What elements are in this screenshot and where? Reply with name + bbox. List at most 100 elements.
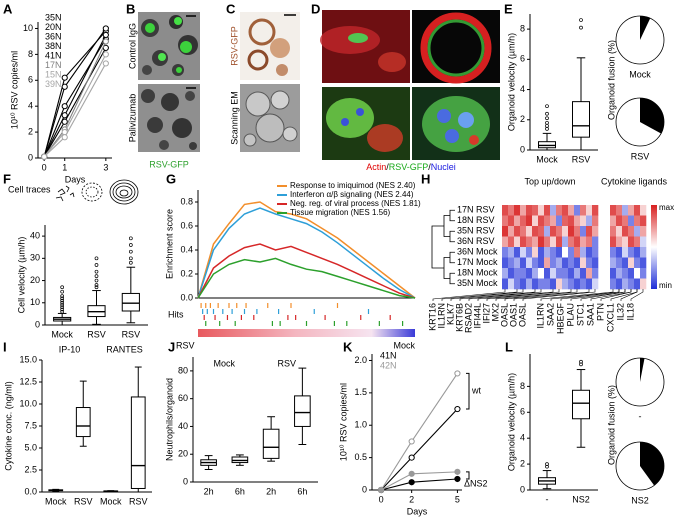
heat-cell	[520, 205, 527, 216]
leader-line	[540, 289, 614, 301]
heat-cell	[592, 226, 599, 237]
y-tick-label: 20	[178, 449, 188, 459]
image-label: Control IgG	[127, 23, 137, 69]
y-tick-label: 2	[520, 114, 525, 124]
outlier	[545, 123, 549, 128]
group-label: RSV	[277, 358, 296, 368]
heat-cell	[532, 257, 539, 269]
data-point	[454, 468, 461, 475]
heat-cell	[502, 278, 509, 290]
pie-label: Mock	[629, 69, 651, 79]
heat-cell	[514, 278, 521, 290]
y-tick-label: 0	[35, 319, 40, 329]
heat-cell	[556, 236, 563, 248]
y-tick-label: 0	[28, 152, 33, 162]
data-point	[102, 51, 109, 58]
heat-cell	[580, 215, 587, 227]
y-tick-label: 2.0	[354, 355, 367, 365]
heat-cell	[508, 247, 515, 258]
row-label: 18N RSV	[457, 215, 495, 225]
heat-cell	[538, 226, 545, 237]
y-tick-label: 10	[30, 297, 40, 307]
gene-label: KLK7	[445, 303, 455, 325]
leader-line	[513, 289, 590, 301]
outlier	[579, 18, 583, 22]
panel-label: B	[126, 1, 135, 16]
heat-cell	[538, 268, 545, 279]
row-label: 17N RSV	[457, 205, 495, 215]
outlier	[60, 285, 65, 290]
pie-wedge	[640, 98, 664, 134]
legend-entry: Interferon α/β signaling (NES 2.44)	[290, 190, 414, 199]
legend-entry: 20N	[45, 22, 62, 32]
leader-line	[486, 289, 560, 301]
heat-cell	[508, 215, 515, 227]
heat-cell	[574, 236, 581, 248]
heat-cell	[502, 205, 509, 216]
y-axis-label: Organoid velocity (µm/h)	[506, 373, 516, 471]
x-tick-label: RSV	[572, 154, 591, 164]
heat-cell	[550, 247, 557, 258]
colorbar	[651, 205, 657, 289]
heat-cell	[508, 268, 515, 279]
y-tick-label: 10.0	[19, 398, 37, 408]
y-tick-label: 30	[30, 253, 40, 263]
rank-label: RSV	[176, 340, 195, 350]
y-tick-label: 6	[520, 54, 525, 64]
y-tick-label: 0.6	[180, 220, 193, 230]
data-point	[61, 112, 68, 119]
outlier	[94, 263, 99, 267]
heat-cell	[520, 268, 527, 279]
heat-cell	[622, 268, 629, 279]
outlier	[579, 362, 583, 367]
gene-label: OAS1	[508, 303, 518, 327]
panel-label: H	[421, 171, 430, 186]
heat-cell	[592, 257, 599, 269]
heat-cell	[550, 205, 557, 216]
gene-label: HBEGF	[555, 303, 565, 335]
x-tick-label: 2h	[266, 486, 276, 496]
leader-line	[441, 289, 518, 301]
heat-cell	[628, 257, 635, 269]
heat-cell	[526, 278, 533, 290]
heat-cell	[586, 215, 593, 227]
heat-cell	[538, 205, 545, 216]
heat-cell	[628, 205, 635, 216]
heat-cell	[520, 257, 527, 269]
heat-cell	[526, 236, 533, 248]
panel-d-images: Actin/RSV-GFP/Nuclei	[320, 10, 500, 172]
x-tick-label: 6h	[235, 486, 245, 496]
heat-cell	[616, 205, 623, 216]
heat-cell	[514, 226, 521, 237]
outlier	[128, 256, 133, 261]
heat-cell	[622, 226, 629, 237]
x-tick-label: -	[546, 494, 549, 504]
x-tick-label: 2h	[204, 486, 214, 496]
heat-cell	[634, 236, 641, 248]
gene-label: SAA1	[585, 303, 595, 326]
heat-cell	[634, 215, 641, 227]
heat-cell	[610, 247, 617, 258]
row-label: 35N RSV	[457, 226, 495, 236]
heat-cell	[562, 278, 569, 290]
data-point	[454, 405, 461, 413]
heat-cell	[550, 215, 557, 227]
gene-label: MX2	[490, 303, 500, 322]
heat-cell	[556, 257, 563, 269]
heat-cell	[520, 278, 527, 290]
heat-cell	[556, 205, 563, 216]
heat-cell	[640, 236, 647, 248]
heat-cell	[616, 278, 623, 290]
x-axis-label: Days	[407, 506, 428, 516]
outlier	[128, 236, 133, 241]
image-label: RSV-GFP	[229, 26, 239, 66]
gene-label: CXCL1	[605, 303, 615, 332]
caption-part: RSV-GFP	[389, 162, 429, 172]
heat-cell	[586, 278, 593, 290]
heat-cell	[574, 215, 581, 227]
heat-cell	[544, 278, 551, 290]
heat-cell	[568, 215, 575, 227]
heat-cell	[532, 226, 539, 237]
heat-cell	[574, 257, 581, 269]
gene-label: IFI44L	[472, 303, 482, 329]
